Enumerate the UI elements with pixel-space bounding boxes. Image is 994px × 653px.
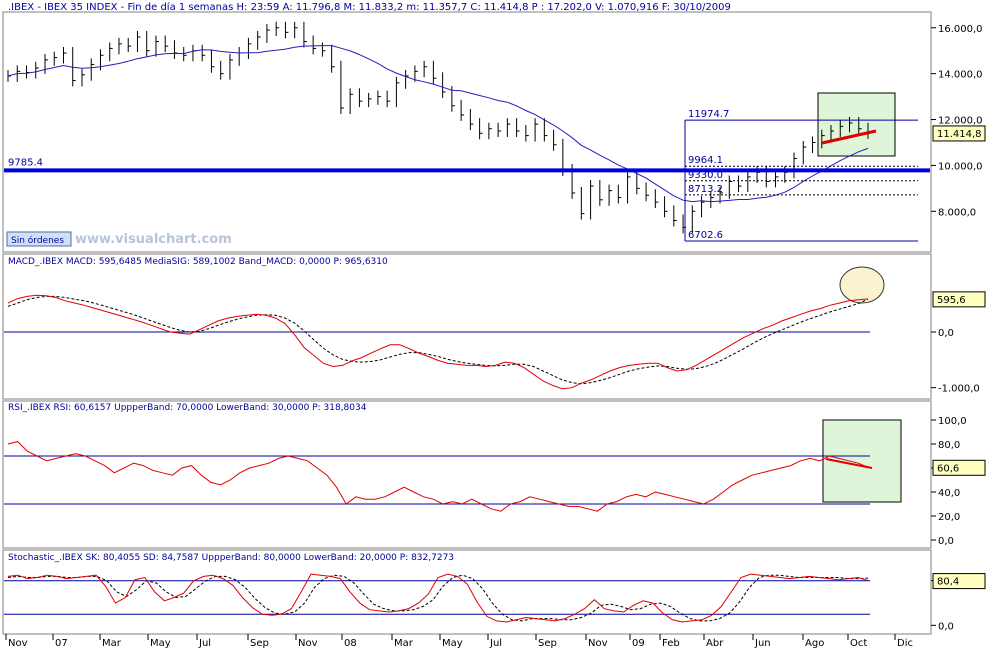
macd-last-value-label: 595,6 [937,295,966,306]
macd-panel-frame[interactable] [2,253,932,400]
stoch-sd-line [7,574,869,622]
x-tick-label: Jun [754,638,771,649]
stoch-sk-line [7,573,869,623]
rsi-trendline [825,458,873,469]
stoch-last-value-box [932,573,986,590]
price-last-value-label: 11.414,8 [937,129,982,140]
macd-line [7,294,869,390]
x-tick-label: Nov [588,638,608,649]
rsi-ytick-label: 0,0 [938,536,954,547]
sin-ordenes-badge[interactable] [6,231,72,247]
price-ytick-label: 12.000,0 [938,116,983,127]
price-ytick-label: 14.000,0 [938,70,983,81]
rsi-panel-frame[interactable] [2,400,932,549]
x-tick-label: Sep [538,638,557,649]
price-panel-frame[interactable] [2,11,932,253]
rsi-header: RSI_.IBEX RSI: 60,6157 UppperBand: 70,00… [8,403,367,413]
support-level-label: 9785.4 [8,157,43,168]
x-tick-label: Abr [706,638,724,649]
stochastic-layer: 80,40,080,4 [4,573,986,632]
stoch-ytick-label: 0,0 [938,621,954,632]
x-tick-label: May [442,638,463,649]
highlight-box-price [817,92,896,157]
x-tick-label: Nov [8,638,28,649]
x-tick-label: 07 [55,638,68,649]
macd-layer: 0,0 -1.000,0 595,6 [4,291,986,395]
fib-level-label: 8713.2 [688,184,723,195]
rsi-last-value-box [932,459,986,476]
x-tick-label: Mar [394,638,414,649]
price-ytick-label: 8.000,0 [938,207,976,218]
rsi-ytick-label: 20,0 [938,512,960,523]
price-ytick-label: 16.000,0 [938,24,983,35]
x-tick-label: Feb [662,638,680,649]
x-tick-label: Jul [489,638,502,649]
fib-level-label: 11974.7 [688,109,729,120]
macd-ytick-label: 0,0 [938,328,954,339]
stochastic-header: Stochastic_.IBEX SK: 80,4055 SD: 84,7587… [8,553,454,563]
rsi-ytick-label: 80,0 [938,440,960,451]
highlight-ellipse-macd [839,266,885,304]
macd-ytick-label: -1.000,0 [938,384,980,395]
stoch-last-value-label: 80,4 [937,577,959,588]
fib-level-label: 6702.6 [688,230,723,241]
x-tick-label: Sep [250,638,269,649]
x-tick-label: 08 [344,638,357,649]
macd-last-value-box [932,291,986,308]
fib-level-label: 9330.0 [688,170,723,181]
watermark: www.visualchart.com [75,232,232,247]
price-header: .IBEX - IBEX 35 INDEX - Fin de día 1 sem… [8,1,731,13]
macd-signal-line [7,295,869,385]
fib-level-label: 9964.1 [688,155,723,166]
x-tick-label: Mar [102,638,122,649]
rsi-ytick-label: 100,0 [938,416,967,427]
x-tick-label: Nov [298,638,318,649]
x-tick-label: 09 [632,638,645,649]
price-trendline [821,129,877,145]
x-tick-label: Oct [850,638,867,649]
price-layer: 16.000,0 14.000,0 12.000,0 10.000,0 8.000,0 9… [4,21,986,242]
x-tick-label: Ago [805,638,824,649]
sin-ordenes-label: Sin órdenes [11,235,64,246]
x-tick-label: Jul [198,638,211,649]
x-tick-label: May [150,638,171,649]
rsi-ytick-label: 40,0 [938,488,960,499]
x-axis-layer: Nov 07 Mar May Jul Sep Nov 08 Mar May Jul Sep Nov 09 F… [5,634,913,649]
stochastic-panel-frame[interactable] [2,549,932,635]
rsi-layer: 100,080,060,040,020,00,060,6 [4,416,986,547]
price-last-value-box [932,125,986,142]
price-moving-average [7,45,869,203]
price-ytick-label: 10.000,0 [938,161,983,172]
rsi-line [7,441,869,512]
macd-header: MACD_.IBEX MACD: 595,6485 MediaSIG: 589,… [8,257,388,267]
rsi-last-value-label: 60,6 [937,463,959,474]
x-tick-label: Dic [897,638,913,649]
